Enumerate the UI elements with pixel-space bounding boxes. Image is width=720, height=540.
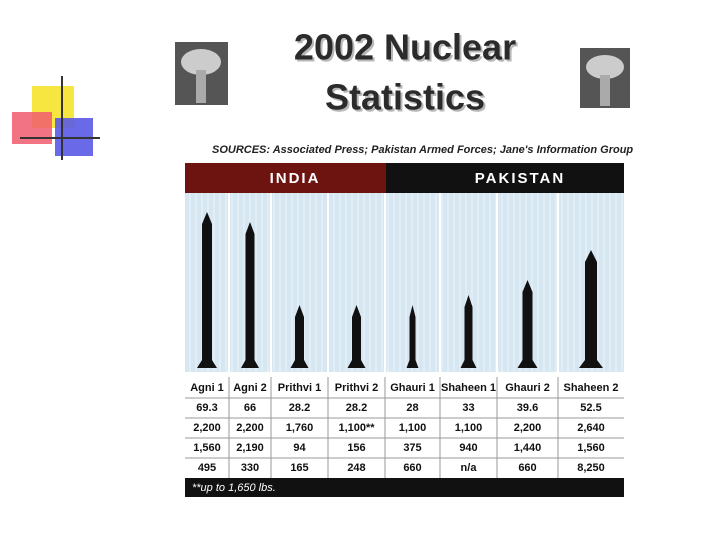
table-cell: 2,200 (514, 422, 542, 434)
table-cell: 28.2 (289, 402, 310, 414)
table-cell: 1,560 (577, 442, 605, 454)
table-cell: 28 (406, 402, 418, 414)
column-header: Shaheen 2 (563, 382, 618, 394)
footnote: **up to 1,650 lbs. (192, 482, 276, 494)
table-cell: 375 (403, 442, 421, 454)
title: Statistics (325, 77, 485, 118)
deco-square (12, 112, 52, 144)
missile-panel (185, 193, 624, 372)
table-cell: 39.6 (517, 402, 538, 414)
column-header: Shaheen 1 (441, 382, 496, 394)
column-header: Prithvi 2 (335, 382, 378, 394)
table-cell: 52.5 (580, 402, 601, 414)
table-cell: 2,200 (236, 422, 264, 434)
missile (241, 222, 259, 368)
cloud-image (580, 48, 630, 108)
table-cell: 1,100 (399, 422, 427, 434)
table-cell: 28.2 (346, 402, 367, 414)
group-bar (185, 163, 386, 193)
column-header: Ghauri 1 (390, 382, 435, 394)
table-cell: 495 (198, 462, 216, 474)
title: 2002 Nuclear (294, 27, 516, 68)
missile (460, 295, 477, 368)
table-cell: 2,200 (193, 422, 221, 434)
missile (579, 250, 603, 368)
table-cell: 940 (459, 442, 477, 454)
missile (406, 305, 419, 368)
table-cell: 156 (347, 442, 365, 454)
table-cell: 1,100 (455, 422, 483, 434)
title-shadow: Statistics (327, 79, 487, 120)
table-cell: 165 (290, 462, 308, 474)
table-cell: 69.3 (196, 402, 217, 414)
column-header: Agni 1 (190, 382, 224, 394)
column-header: Ghauri 2 (505, 382, 550, 394)
table-cell: 8,250 (577, 462, 605, 474)
missile (197, 212, 217, 368)
footnote-bar (185, 478, 624, 497)
table-cell: 66 (244, 402, 256, 414)
group-bar (386, 163, 624, 193)
table-cell: 1,440 (514, 442, 542, 454)
cloud-image (175, 42, 228, 105)
table-cell: 660 (518, 462, 536, 474)
table-cell: 94 (293, 442, 306, 454)
group-label: PAKISTAN (475, 170, 565, 187)
group-label: INDIA (270, 170, 321, 187)
table-cell: 1,560 (193, 442, 221, 454)
table-cell: 1,100** (338, 422, 375, 434)
sources: SOURCES: Associated Press; Pakistan Arme… (212, 144, 633, 156)
table-cell: 2,190 (236, 442, 264, 454)
table-cell: 33 (462, 402, 474, 414)
table-cell: 248 (347, 462, 365, 474)
missile (290, 305, 309, 368)
column-header: Prithvi 1 (278, 382, 321, 394)
table-header-bg (185, 377, 624, 398)
table-cell: 1,760 (286, 422, 314, 434)
missile (517, 280, 538, 368)
table-cell: 330 (241, 462, 259, 474)
title-shadow: 2002 Nuclear (296, 29, 518, 70)
table-cell: 660 (403, 462, 421, 474)
missile (347, 305, 366, 368)
column-header: Agni 2 (233, 382, 267, 394)
table-cell: 2,640 (577, 422, 605, 434)
table-cell: n/a (461, 462, 478, 474)
